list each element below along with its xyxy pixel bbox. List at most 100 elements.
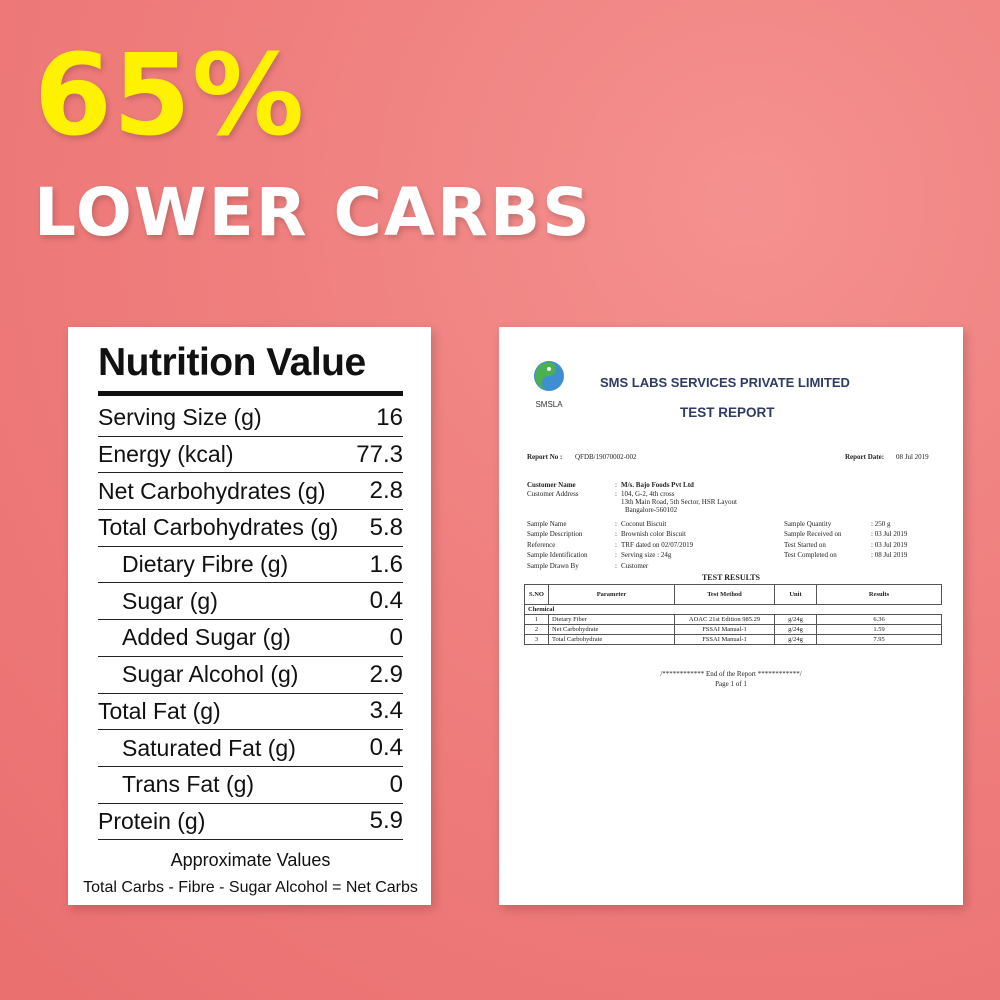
colon: : xyxy=(615,520,617,528)
report-no: QFDB/19070002-002 xyxy=(575,453,637,461)
nutrition-row-label: Net Carbohydrates (g) xyxy=(98,477,326,504)
test-started: : 03 Jul 2019 xyxy=(871,541,908,549)
test-results-table: S.NO Parameter Test Method Unit Results … xyxy=(524,584,942,645)
table-row: 2 Net Carbohydrate FSSAI Manual-1 g/24g … xyxy=(524,624,942,635)
colon: : xyxy=(615,551,617,559)
cell-parameter: Net Carbohydrate xyxy=(548,624,675,635)
lab-report-card: SMSLA SMS LABS SERVICES PRIVATE LIMITED … xyxy=(499,327,963,905)
nutrition-row-label: Total Carbohydrates (g) xyxy=(98,514,339,541)
nutrition-row: Sugar Alcohol (g) 2.9 xyxy=(98,657,403,694)
column-header: Parameter xyxy=(548,584,675,605)
column-header: S.NO xyxy=(524,584,549,605)
nutrition-row: Protein (g) 5.9 xyxy=(98,804,403,841)
nutrition-row: Added Sugar (g) 0 xyxy=(98,620,403,657)
nutrition-row-label: Trans Fat (g) xyxy=(122,771,255,798)
cell-result: 6.36 xyxy=(816,614,942,625)
nutrition-row-label: Sugar (g) xyxy=(122,587,218,614)
nutrition-row-value: 0.4 xyxy=(369,587,403,615)
nutrition-row-label: Saturated Fat (g) xyxy=(122,734,296,761)
colon: : xyxy=(615,481,617,489)
nutrition-row: Dietary Fibre (g) 1.6 xyxy=(98,547,403,584)
nutrition-row-value: 1.6 xyxy=(369,550,403,578)
sample-quantity-label: Sample Quantity xyxy=(784,520,832,528)
nutrition-row: Energy (kcal) 77.3 xyxy=(98,437,403,474)
nutrition-row: Total Fat (g) 3.4 xyxy=(98,694,403,731)
nutrition-row-value: 0 xyxy=(389,770,403,798)
nutrition-row-label: Total Fat (g) xyxy=(98,697,221,724)
lab-name: SMS LABS SERVICES PRIVATE LIMITED xyxy=(600,375,850,390)
colon: : xyxy=(615,490,617,498)
cell-parameter: Total Carbohydrate xyxy=(548,634,675,645)
customer-name: M/s. Bajo Foods Pvt Ltd xyxy=(621,481,694,489)
sample-name-label: Sample Name xyxy=(527,520,567,528)
test-completed-label: Test Completed on xyxy=(784,551,837,559)
table-row: 3 Total Carbohydrate FSSAI Manual-1 g/24… xyxy=(524,634,942,645)
nutrition-table: Serving Size (g) 16 Energy (kcal) 77.3 Net… xyxy=(98,400,403,841)
table-group-row: Chemical xyxy=(524,604,942,615)
colon: : xyxy=(615,562,617,570)
sample-received: : 03 Jul 2019 xyxy=(871,530,908,538)
headline-percent: 65% xyxy=(34,31,306,161)
test-completed: : 08 Jul 2019 xyxy=(871,551,908,559)
report-title: TEST REPORT xyxy=(680,405,775,420)
nutrition-row-label: Energy (kcal) xyxy=(98,441,234,468)
cell-result: 1.59 xyxy=(816,624,942,635)
nutrition-row: Saturated Fat (g) 0.4 xyxy=(98,730,403,767)
sample-drawn-by: Customer xyxy=(621,562,649,570)
cell-sno: 3 xyxy=(524,634,549,645)
cell-method: AOAC 21st Edition 985.29 xyxy=(674,614,775,625)
cell-parameter: Dietary Fiber xyxy=(548,614,675,625)
page-number: Page 1 of 1 xyxy=(715,680,747,688)
nutrition-formula: Total Carbs - Fibre - Sugar Alcohol = Ne… xyxy=(83,879,418,897)
address-line: 104, G-2, 4th cross xyxy=(621,490,675,498)
nutrition-row-value: 0 xyxy=(389,623,403,651)
nutrition-row-value: 2.9 xyxy=(369,660,403,688)
nutrition-footnote: Approximate Values xyxy=(170,850,331,871)
end-of-report: /************ End of the Report ********… xyxy=(660,670,802,678)
report-no-label: Report No : xyxy=(527,453,563,461)
sample-identification-label: Sample Identification xyxy=(527,551,588,559)
lab-logo: SMSLA xyxy=(529,359,569,409)
cell-method: FSSAI Manual-1 xyxy=(674,634,775,645)
sample-description-label: Sample Description xyxy=(527,530,583,538)
address-line: Bangalore-560102 xyxy=(625,506,678,514)
cell-sno: 1 xyxy=(524,614,549,625)
cell-unit: g/24g xyxy=(774,614,817,625)
nutrition-card: Nutrition Value Serving Size (g) 16 Energ… xyxy=(68,327,431,905)
nutrition-row-label: Protein (g) xyxy=(98,807,206,834)
nutrition-row-value: 3.4 xyxy=(369,697,403,725)
column-header: Unit xyxy=(774,584,817,605)
nutrition-row-label: Dietary Fibre (g) xyxy=(122,551,289,578)
sample-name: Coconut Biscuit xyxy=(621,520,667,528)
cell-sno: 2 xyxy=(524,624,549,635)
cell-unit: g/24g xyxy=(774,634,817,645)
sample-quantity: : 250 g xyxy=(871,520,891,528)
nutrition-row-label: Added Sugar (g) xyxy=(122,624,291,651)
nutrition-row-value: 5.8 xyxy=(369,513,403,541)
nutrition-row-value: 0.4 xyxy=(369,734,403,762)
table-header-row: S.NO Parameter Test Method Unit Results xyxy=(524,584,942,605)
nutrition-row-label: Sugar Alcohol (g) xyxy=(122,661,299,688)
headline-subtitle: LOWER CARBS xyxy=(34,174,592,251)
cell-result: 7.95 xyxy=(816,634,942,645)
nutrition-row-label: Serving Size (g) xyxy=(98,404,262,431)
reference: TRF dated on 02/07/2019 xyxy=(621,541,694,549)
cell-method: FSSAI Manual-1 xyxy=(674,624,775,635)
colon: : xyxy=(615,541,617,549)
sample-identification: Serving size : 24g xyxy=(621,551,672,559)
test-started-label: Test Started on xyxy=(784,541,826,549)
sample-drawn-by-label: Sample Drawn By xyxy=(527,562,579,570)
reference-label: Reference xyxy=(527,541,556,549)
colon: : xyxy=(615,530,617,538)
nutrition-row-value: 77.3 xyxy=(356,440,403,468)
customer-address-label: Customer Address xyxy=(527,490,579,498)
nutrition-row: Trans Fat (g) 0 xyxy=(98,767,403,804)
lab-logo-text: SMSLA xyxy=(535,400,563,409)
table-row: 1 Dietary Fiber AOAC 21st Edition 985.29… xyxy=(524,614,942,625)
sample-received-label: Sample Received on xyxy=(784,530,842,538)
nutrition-row-value: 16 xyxy=(376,403,403,431)
table-group-label: Chemical xyxy=(524,604,942,615)
cell-unit: g/24g xyxy=(774,624,817,635)
column-header: Test Method xyxy=(674,584,775,605)
column-header: Results xyxy=(816,584,942,605)
